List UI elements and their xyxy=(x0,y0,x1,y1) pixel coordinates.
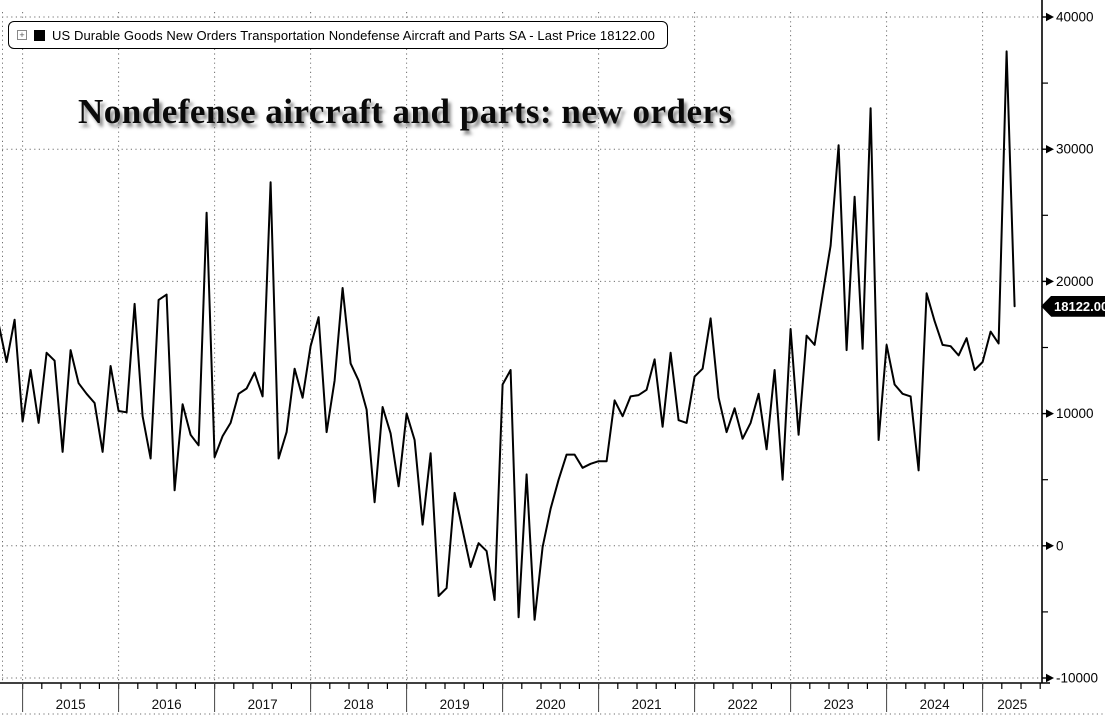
x-tick-label: 2022 xyxy=(728,697,758,712)
y-tick-label: 0 xyxy=(1056,538,1064,553)
x-tick-label: 2017 xyxy=(248,697,278,712)
y-tick-label: -10000 xyxy=(1056,671,1098,686)
x-tick-label: 2020 xyxy=(536,697,566,712)
x-tick-label: 2024 xyxy=(920,697,951,712)
y-tick-label: 30000 xyxy=(1056,142,1094,157)
x-tick-label: 2015 xyxy=(56,697,86,712)
x-tick-label: 2019 xyxy=(440,697,470,712)
y-tick-arrow-icon xyxy=(1046,409,1054,418)
y-tick-arrow-icon xyxy=(1046,145,1054,154)
y-tick-arrow-icon xyxy=(1046,277,1054,286)
x-tick-label: 2025 xyxy=(997,697,1027,712)
y-tick-arrow-icon xyxy=(1046,12,1054,22)
price-line-series xyxy=(0,50,1016,621)
legend-label: US Durable Goods New Orders Transportati… xyxy=(52,27,655,43)
last-price-badge: 18122.00 xyxy=(1041,295,1105,317)
expand-icon[interactable]: + xyxy=(17,30,27,40)
x-tick-label: 2016 xyxy=(152,697,182,712)
series-swatch-icon xyxy=(34,29,45,41)
x-tick-label: 2021 xyxy=(632,697,662,712)
x-tick-label: 2023 xyxy=(824,697,854,712)
y-tick-label: 40000 xyxy=(1056,10,1094,25)
legend-box[interactable]: + US Durable Goods New Orders Transporta… xyxy=(8,21,668,49)
y-tick-arrow-icon xyxy=(1046,673,1054,683)
y-tick-label: 20000 xyxy=(1056,274,1094,289)
y-tick-arrow-icon xyxy=(1046,541,1054,550)
chart-title: Nondefense aircraft and parts: new order… xyxy=(78,92,733,131)
y-tick-label: 10000 xyxy=(1056,406,1094,421)
x-tick-label: 2018 xyxy=(344,697,374,712)
